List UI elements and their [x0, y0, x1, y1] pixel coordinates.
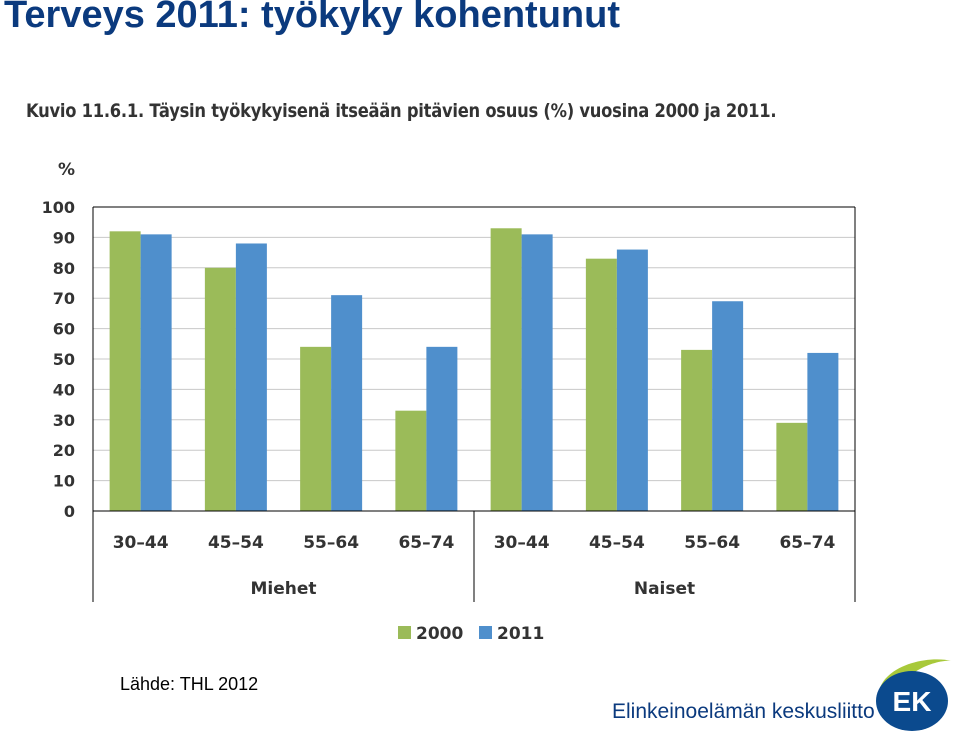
- bar-2011-6: [616, 249, 648, 511]
- y-tick-label: 40: [53, 380, 75, 399]
- bar-2000-3: [300, 346, 332, 511]
- bar-2011-7: [712, 301, 744, 511]
- figure-caption: Kuvio 11.6.1. Täysin työkykyisenä itseää…: [26, 100, 777, 122]
- bar-2000-4: [395, 410, 427, 511]
- bar-2011-1: [140, 234, 172, 512]
- source-note: Lähde: THL 2012: [120, 674, 259, 694]
- y-tick-label: 60: [53, 320, 75, 339]
- bar-2011-5: [521, 234, 553, 512]
- bar-2000-5: [490, 228, 522, 511]
- group-label-naiset: Naiset: [634, 579, 695, 599]
- ek-logo-icon: EK: [876, 659, 952, 731]
- x-tick-label: 55–64: [684, 533, 740, 553]
- bars: [109, 228, 839, 512]
- bar-chart: 0 10 20 30 40 50 60 70 80 90 100 30–44 45–54 55–64 65–…: [42, 160, 856, 644]
- y-axis-unit-label: %: [58, 160, 75, 180]
- legend-label-2000: 2000: [416, 624, 463, 644]
- y-tick-label: 80: [53, 259, 75, 278]
- bar-2000-8: [776, 422, 808, 511]
- bar-2011-4: [426, 346, 458, 511]
- legend-label-2011: 2011: [497, 624, 544, 644]
- y-tick-label: 30: [53, 411, 75, 430]
- x-tick-label: 45–54: [589, 533, 645, 553]
- bar-2011-2: [235, 243, 267, 512]
- bar-2000-6: [585, 258, 617, 511]
- bar-2011-3: [331, 295, 363, 511]
- bar-2011-8: [807, 352, 839, 511]
- x-tick-label: 30–44: [113, 533, 169, 553]
- x-tick-label: 30–44: [494, 533, 550, 553]
- y-tick-label: 90: [53, 228, 75, 247]
- bar-2000-1: [109, 231, 141, 511]
- x-tick-label: 45–54: [208, 533, 264, 553]
- logo-text: EK: [893, 686, 932, 717]
- organization-name: Elinkeinoelämän keskusliitto: [612, 700, 875, 723]
- y-tick-label: 100: [42, 198, 75, 217]
- y-tick-label: 70: [53, 289, 75, 308]
- y-tick-label: 0: [64, 502, 75, 521]
- y-tick-label: 10: [53, 472, 75, 491]
- bar-2000-2: [204, 267, 236, 511]
- bar-2000-7: [681, 349, 713, 511]
- axes: 0 10 20 30 40 50 60 70 80 90 100 30–44 45–54 55–64 65–…: [42, 198, 856, 602]
- y-tick-label: 20: [53, 441, 75, 460]
- legend-swatch-2000: [398, 626, 411, 639]
- legend-swatch-2011: [479, 626, 492, 639]
- slide-title: Terveys 2011: työkyky kohentunut: [4, 0, 620, 36]
- x-tick-label: 65–74: [779, 533, 835, 553]
- legend: 2000 2011: [398, 624, 544, 644]
- group-label-miehet: Miehet: [250, 579, 316, 599]
- x-tick-label: 55–64: [303, 533, 359, 553]
- y-tick-label: 50: [53, 350, 75, 369]
- x-tick-label: 65–74: [398, 533, 454, 553]
